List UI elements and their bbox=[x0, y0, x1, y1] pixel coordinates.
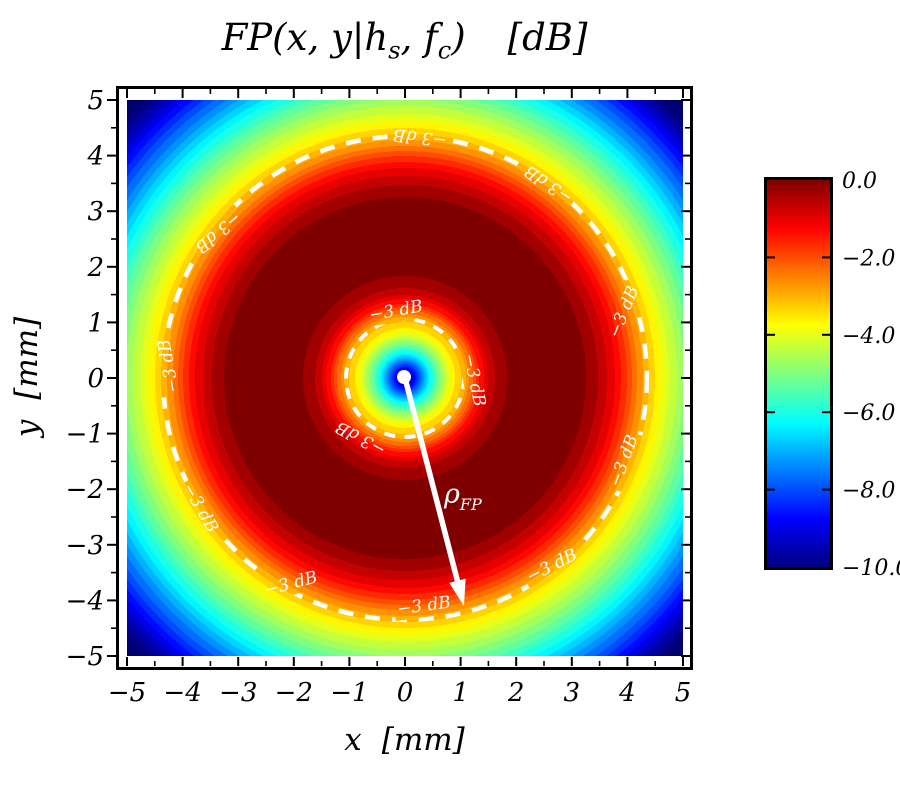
x-tick-label: 3 bbox=[564, 678, 581, 708]
x-tick-label: 0 bbox=[397, 678, 414, 708]
colorbar-tick-label: −4.0 bbox=[842, 324, 895, 349]
plot-title-function: FP(x, y|hs, fc) bbox=[221, 16, 466, 65]
x-tick-label: −2 bbox=[275, 678, 313, 708]
y-axis-unit: [mm] bbox=[9, 316, 45, 400]
x-axis-variable: x bbox=[344, 722, 362, 758]
y-tick-label: 1 bbox=[87, 308, 104, 338]
y-tick-label: −1 bbox=[66, 420, 104, 450]
x-tick-label: 1 bbox=[452, 678, 469, 708]
x-tick-label: 2 bbox=[507, 678, 525, 708]
x-axis-label: x [mm] bbox=[118, 722, 691, 758]
colorbar-tick-label: 0.0 bbox=[842, 169, 877, 194]
colorbar-frame bbox=[764, 177, 833, 570]
x-tick-label: −1 bbox=[330, 678, 368, 708]
y-axis-label: y [mm] bbox=[9, 317, 45, 438]
colorbar-tick-label: −10.0 bbox=[842, 556, 900, 581]
y-tick-label: −4 bbox=[66, 586, 104, 616]
x-tick-label: −5 bbox=[108, 678, 146, 708]
x-tick-label: 4 bbox=[618, 678, 636, 708]
colorbar-tick-label: −2.0 bbox=[842, 246, 895, 271]
plot-title-unit: [dB] bbox=[507, 16, 588, 59]
y-tick-label: 5 bbox=[87, 86, 104, 116]
x-tick-label: −4 bbox=[163, 678, 201, 708]
x-tick-label: 5 bbox=[675, 678, 692, 708]
y-tick-label: 0 bbox=[87, 364, 104, 394]
x-axis-unit: [mm] bbox=[381, 722, 465, 758]
y-tick-label: −5 bbox=[66, 642, 104, 672]
y-tick-label: 4 bbox=[86, 142, 104, 172]
y-tick-label: −2 bbox=[66, 475, 104, 505]
y-tick-label: 2 bbox=[86, 253, 104, 283]
y-tick-label: 3 bbox=[87, 197, 104, 227]
colorbar-gradient bbox=[767, 180, 830, 567]
plot-frame bbox=[116, 86, 693, 670]
x-tick-label: −3 bbox=[219, 678, 257, 708]
colorbar-tick-label: −6.0 bbox=[842, 401, 895, 426]
y-tick-label: −3 bbox=[66, 531, 104, 561]
plot-title: FP(x, y|hs, fc) [dB] bbox=[118, 16, 691, 64]
y-axis-variable: y bbox=[9, 419, 45, 438]
colorbar-tick-label: −8.0 bbox=[842, 479, 895, 504]
